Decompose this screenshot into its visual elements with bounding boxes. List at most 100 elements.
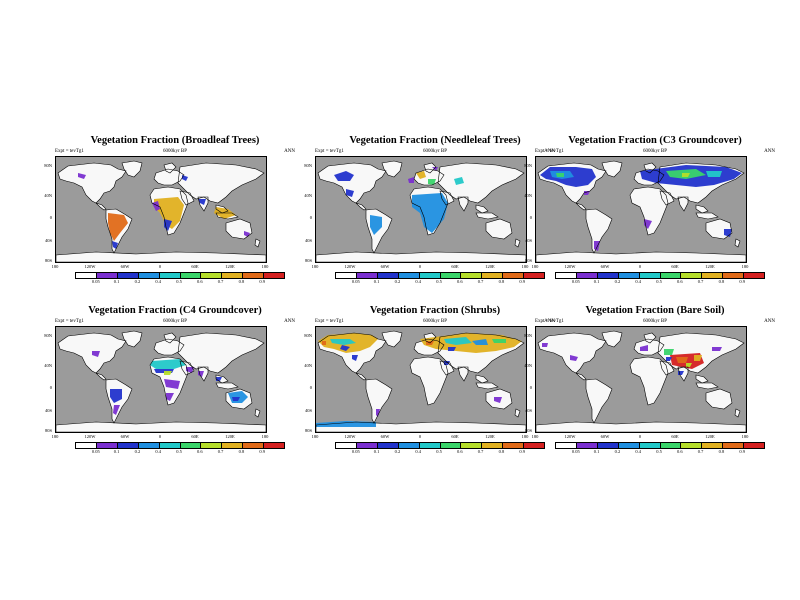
latitude-label: 0 xyxy=(529,385,532,390)
coastline xyxy=(57,162,127,204)
map-area xyxy=(55,326,267,433)
fraction-patch xyxy=(492,339,506,343)
map-panel: Vegetation Fraction (Shrubs) Expt = tevTg… xyxy=(304,305,555,455)
colorbar-tick-label: 0.5 xyxy=(176,279,182,284)
landmass-ant xyxy=(316,252,526,262)
longitude-label: 180 xyxy=(261,264,269,269)
landmass-sa xyxy=(366,379,392,423)
fraction-patch xyxy=(432,167,438,171)
coastline xyxy=(537,162,607,204)
latitude-label: 80N xyxy=(524,163,532,168)
experiment-label: Expt = tevTg1 xyxy=(55,149,84,154)
coastline xyxy=(475,212,499,220)
landmass-na xyxy=(318,163,386,203)
latitude-label: 0 xyxy=(529,215,532,220)
coastline xyxy=(695,204,709,214)
coastlines xyxy=(56,160,266,262)
world-map xyxy=(316,330,526,432)
fraction-patch xyxy=(166,393,174,401)
colorbar-box xyxy=(556,273,576,278)
experiment-label: Expt = tevTg1 xyxy=(55,319,84,324)
longitude-label: 60E xyxy=(191,434,199,439)
colorbar-tick-label: 0.5 xyxy=(436,449,442,454)
fraction-patch xyxy=(198,199,206,205)
colorbar-tick-label: 0.7 xyxy=(477,449,484,454)
landmass-indo xyxy=(696,213,718,219)
latitude-label: 40S xyxy=(524,408,532,413)
coastline xyxy=(179,360,195,376)
landmass-scan xyxy=(164,333,176,343)
landmass-indo xyxy=(696,383,718,389)
colorbar-labels: 0.05 0.1 0.2 0.4 0.5 0.6 0.7 0.8 0.9 xyxy=(335,449,545,455)
latitude-label: 40S xyxy=(44,408,52,413)
landmass-green xyxy=(382,331,402,347)
longitude-label: 120W xyxy=(84,434,96,439)
latitude-label: 80S xyxy=(44,428,52,433)
fraction-patch xyxy=(316,421,376,427)
latitude-label: 80N xyxy=(524,333,532,338)
latitude-label: 80S xyxy=(44,258,52,263)
longitude-label: 0 xyxy=(418,264,422,269)
coastlines xyxy=(536,330,746,432)
coastline xyxy=(437,162,525,204)
coastline xyxy=(659,190,675,206)
coastline xyxy=(585,378,613,424)
landmass-ca xyxy=(576,373,586,380)
fraction-patch xyxy=(448,347,456,351)
longitude-label: 0 xyxy=(418,434,422,439)
landmass-nz xyxy=(735,409,740,417)
colorbar-box xyxy=(743,273,765,278)
colorbar-box xyxy=(743,443,765,448)
landmass-ant xyxy=(56,422,266,432)
colorbar-tick-label: 0.8 xyxy=(718,449,725,454)
landmass-green xyxy=(602,331,622,347)
colorbar-box xyxy=(556,443,576,448)
colorbar-tick-label: 0.2 xyxy=(394,449,401,454)
coastline xyxy=(95,372,107,381)
fraction-patch xyxy=(113,405,120,415)
colorbar-tick-label: 0.05 xyxy=(351,279,360,284)
experiment-label: Expt = tevTg1 xyxy=(315,319,344,324)
colorbar-box xyxy=(158,273,180,278)
latitude-label: 80N xyxy=(44,163,52,168)
coastline xyxy=(57,332,127,374)
coastline xyxy=(355,372,367,381)
colorbar-box xyxy=(376,273,398,278)
fraction-patch xyxy=(182,175,188,181)
colorbar-box xyxy=(596,443,618,448)
map-area xyxy=(535,326,747,433)
landmass-scan xyxy=(164,163,176,173)
coastline xyxy=(485,388,513,410)
longitude-label: 120W xyxy=(84,264,96,269)
coastline xyxy=(657,162,745,204)
panel-title: Vegetation Fraction (Shrubs) xyxy=(369,305,501,316)
colorbar xyxy=(335,442,545,449)
colorbar-box xyxy=(638,273,660,278)
fraction-patch xyxy=(408,177,414,183)
colorbar-tick-label: 0.4 xyxy=(635,279,641,284)
colorbar-box xyxy=(502,273,524,278)
coastline xyxy=(734,238,741,248)
longitude-label: 60E xyxy=(451,264,459,269)
panel-title: Vegetation Fraction (Broadleaf Trees) xyxy=(90,135,260,146)
latitude-label: 80N xyxy=(44,333,52,338)
longitude-label: 120W xyxy=(344,264,356,269)
panel-title: Vegetation Fraction (Bare Soil) xyxy=(585,305,725,316)
landmass-indo xyxy=(476,383,498,389)
coastline xyxy=(629,356,669,406)
world-map xyxy=(536,330,746,432)
vegetation-fraction-field xyxy=(540,165,742,251)
coastline xyxy=(254,238,261,248)
colorbar-tick-label: 0.8 xyxy=(238,279,245,284)
colorbar-box xyxy=(680,273,702,278)
landmass-ant xyxy=(536,422,746,432)
fraction-patch xyxy=(556,173,564,177)
longitude-label: 60W xyxy=(600,434,610,439)
fraction-patch xyxy=(706,171,722,177)
longitude-label: 180 xyxy=(531,434,539,439)
coastline xyxy=(695,212,719,220)
colorbar-tick-label: 0.8 xyxy=(238,449,245,454)
coastline xyxy=(575,202,587,211)
period-label: 6000kyr BP xyxy=(642,319,668,324)
colorbar xyxy=(75,272,285,279)
